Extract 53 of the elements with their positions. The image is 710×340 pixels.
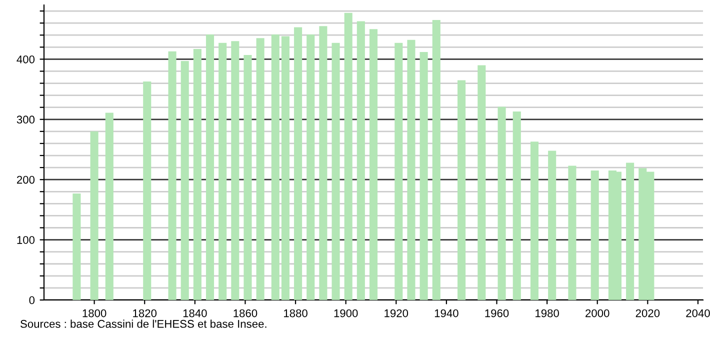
x-tick-label: 1900 (334, 309, 358, 318)
bar (568, 166, 576, 300)
x-tick-label: 1840 (183, 309, 207, 318)
bar (193, 48, 202, 300)
bar (369, 29, 378, 300)
bar (498, 106, 506, 300)
bar (231, 41, 240, 300)
bar (72, 193, 81, 300)
x-tick-label: 1820 (133, 309, 157, 318)
bar (306, 34, 315, 300)
bar (90, 131, 98, 300)
bar (218, 42, 227, 300)
y-tick-label: 200 (16, 176, 35, 184)
bar (105, 112, 114, 300)
bar (548, 150, 556, 300)
y-tick-label: 400 (16, 55, 35, 64)
x-tick-label: 1800 (82, 309, 106, 318)
y-tick-label: 0 (29, 296, 35, 304)
bar (271, 34, 280, 300)
y-tick-label: 100 (17, 236, 35, 244)
source-note: Sources : base Cassini de l'EHESS et base Insee. (20, 320, 266, 328)
bar (530, 142, 538, 300)
bar (478, 65, 486, 300)
bar (256, 38, 264, 300)
bar (420, 52, 428, 300)
bar (180, 60, 189, 300)
x-tick-label: 1880 (284, 309, 308, 318)
bar (407, 40, 416, 300)
x-tick-label: 1980 (536, 309, 559, 318)
bar (512, 112, 521, 300)
bar (626, 162, 634, 300)
bar (168, 51, 176, 300)
y-tick-label: 300 (16, 116, 35, 124)
x-tick-label: 1860 (234, 309, 258, 318)
bar (319, 26, 328, 300)
x-tick-label: 1920 (384, 309, 408, 318)
bar (344, 12, 352, 300)
bar (294, 27, 302, 300)
bar (332, 42, 340, 300)
x-tick-label: 1940 (434, 309, 458, 318)
bar (356, 21, 365, 300)
bar (143, 81, 152, 300)
bar (244, 54, 252, 300)
x-tick-label: 1960 (485, 309, 509, 318)
x-tick-label: 2000 (586, 309, 610, 318)
x-tick-label: 2040 (686, 309, 710, 318)
bar (281, 36, 290, 300)
bar (206, 34, 214, 300)
bar (590, 170, 599, 300)
bar (432, 20, 440, 300)
x-tick-label: 2020 (636, 309, 660, 318)
bar (394, 42, 403, 300)
bar (458, 80, 466, 300)
